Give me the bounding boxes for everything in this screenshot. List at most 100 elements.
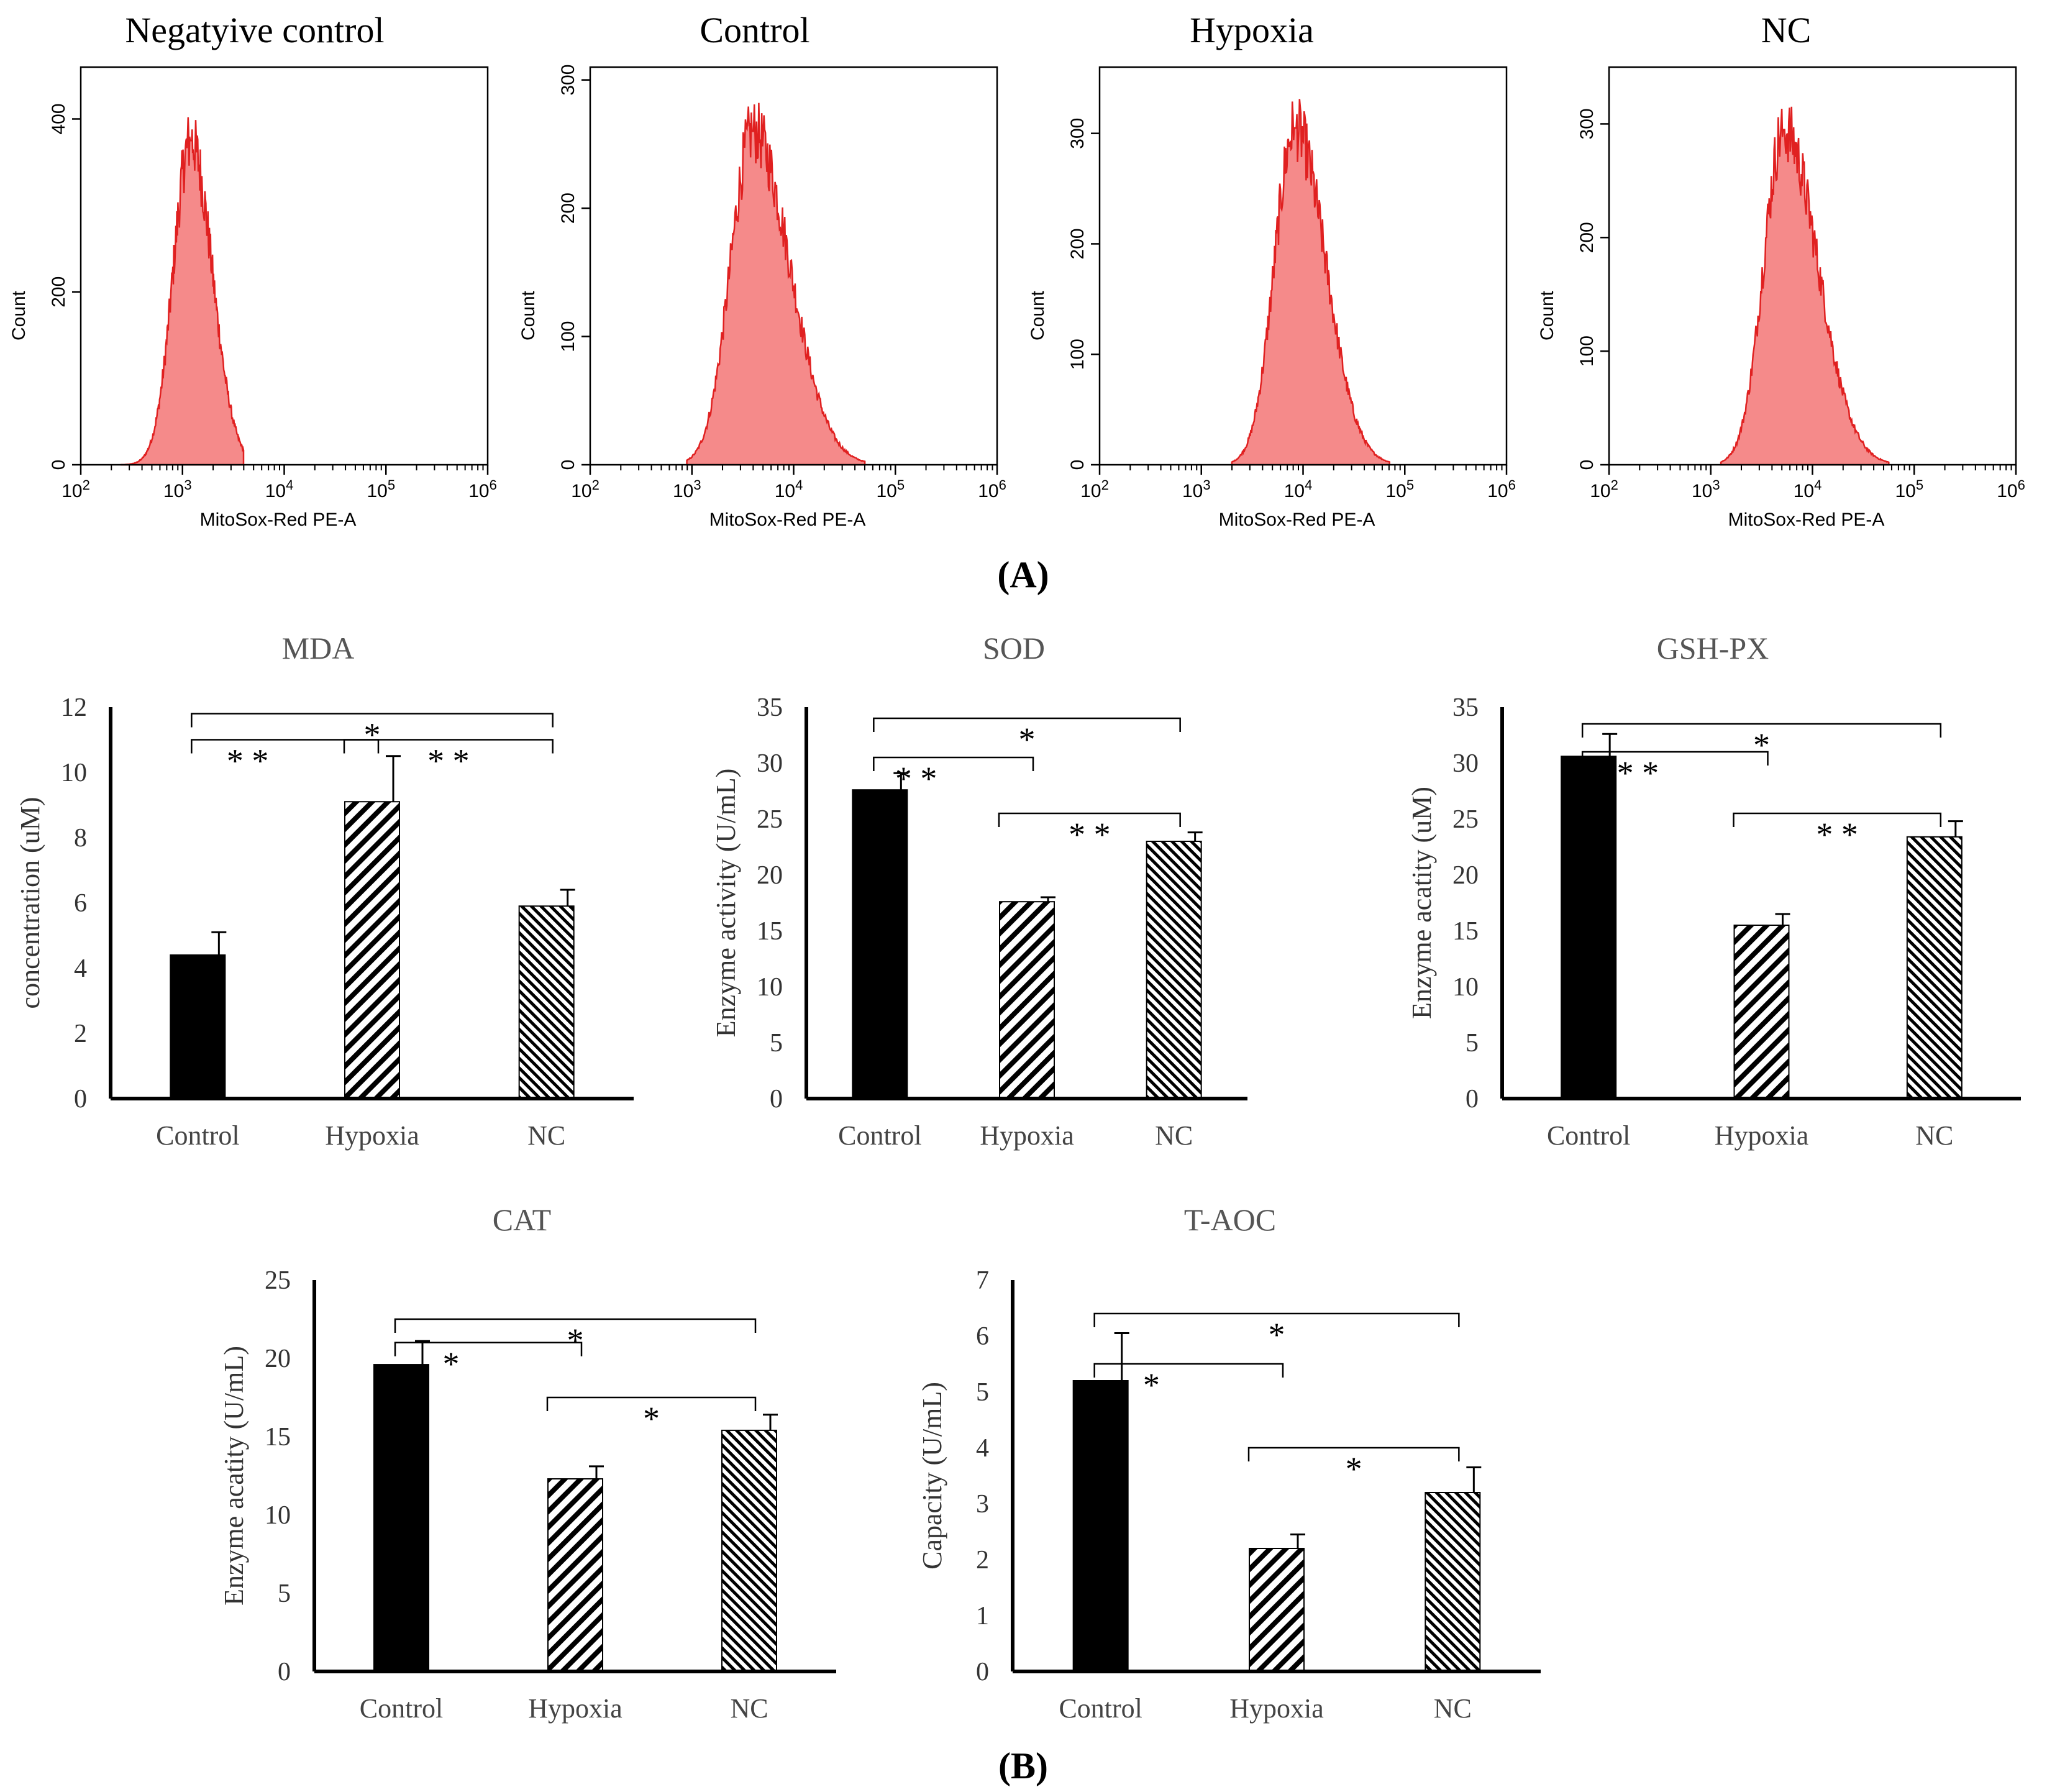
x-tick-label: 102 — [62, 477, 90, 501]
significance-bracket — [1581, 751, 1769, 766]
x-tick-label: 106 — [978, 477, 1006, 501]
histogram-area — [686, 103, 866, 466]
histogram-title: NC — [1761, 10, 1812, 50]
y-tick-label: 200 — [1577, 222, 1597, 253]
bar-hypoxia — [999, 901, 1055, 1099]
x-tick-label: 103 — [673, 477, 701, 501]
significance-label: * — [443, 1345, 460, 1383]
significance-bracket — [1733, 812, 1942, 827]
y-tick-label: 6 — [976, 1322, 989, 1351]
histogram-area — [1720, 106, 1890, 466]
x-tick-label: 103 — [163, 477, 192, 501]
significance-bracket — [191, 739, 380, 754]
histogram-2: Hypoxia 102 103 104 105 106 0 100 200 300 MitoSox-… — [1028, 10, 1516, 530]
x-tick-label: 104 — [265, 477, 294, 501]
x-axis-label: MitoSox-Red PE-A — [1219, 510, 1375, 530]
x-tick-label: 105 — [367, 477, 395, 501]
y-tick-label: 15 — [265, 1423, 291, 1451]
histogram-area — [121, 117, 245, 466]
significance-bracket — [1247, 1447, 1460, 1461]
bar-hypoxia — [344, 801, 400, 1099]
y-tick-label: 12 — [61, 693, 87, 722]
y-tick-label: 0 — [1067, 460, 1088, 470]
y-tick-label: 1 — [976, 1602, 989, 1630]
chart-title: MDA — [282, 631, 355, 665]
significance-label: * — [1269, 1316, 1285, 1353]
x-axis-label: MitoSox-Red PE-A — [709, 510, 866, 530]
bar-control — [852, 789, 908, 1099]
panel-label-a: (A) — [997, 554, 1049, 595]
y-tick-label: 10 — [757, 973, 783, 1002]
x-tick-label: 106 — [1487, 477, 1516, 501]
bar-chart-5: SOD 0 5 10 15 20 25 30 35 Control Hypoxia NC Enzyme … — [711, 631, 1247, 1151]
bar-nc — [518, 905, 575, 1099]
plot-frame — [80, 66, 489, 466]
category-label: Control — [360, 1693, 443, 1724]
chart-title: GSH-PX — [1657, 631, 1769, 665]
category-label: NC — [1915, 1120, 1953, 1151]
y-tick-label: 10 — [265, 1501, 291, 1530]
x-tick-label: 106 — [468, 477, 497, 501]
category-label: NC — [1434, 1693, 1472, 1724]
y-tick-label: 20 — [1452, 861, 1479, 890]
x-tick-label: 102 — [1590, 477, 1618, 501]
x-tick-label: 106 — [1997, 477, 2025, 501]
significance-bracket — [191, 713, 554, 728]
y-tick-label: 20 — [265, 1345, 291, 1373]
y-axis-label: Enzyme acatity (U/mL) — [219, 1346, 249, 1606]
y-tick-label: 0 — [976, 1658, 989, 1686]
y-tick-label: 20 — [757, 861, 783, 890]
y-tick-label: 100 — [558, 321, 578, 352]
y-tick-label: 4 — [74, 954, 87, 983]
y-tick-label: 6 — [74, 889, 87, 918]
histogram-title: Hypoxia — [1190, 10, 1314, 50]
y-tick-label: 15 — [757, 917, 783, 946]
bar-nc — [1146, 841, 1202, 1099]
significance-label: * — [567, 1322, 584, 1359]
bar-chart-7: CAT 0 5 10 15 20 25 Control Hypoxia NC Enzyme acat… — [219, 1202, 836, 1724]
x-tick-label: 104 — [775, 477, 803, 501]
y-tick-label: 2 — [74, 1020, 87, 1048]
y-tick-label: 30 — [757, 749, 783, 778]
y-tick-label: 10 — [61, 759, 87, 787]
bar-hypoxia — [547, 1478, 603, 1673]
y-tick-label: 25 — [1452, 805, 1479, 834]
significance-bracket — [873, 717, 1181, 732]
y-tick-label: 0 — [48, 460, 69, 470]
bar-control — [170, 954, 226, 1099]
y-tick-label: 200 — [558, 193, 578, 224]
category-label: Hypoxia — [1229, 1693, 1324, 1724]
x-axis-label: MitoSox-Red PE-A — [200, 510, 357, 530]
y-tick-label: 0 — [1577, 460, 1597, 470]
y-tick-label: 35 — [1452, 693, 1479, 722]
y-tick-label: 15 — [1452, 917, 1479, 946]
histogram-area — [1231, 99, 1390, 466]
bar-hypoxia — [1249, 1548, 1305, 1672]
significance-label: * * — [1816, 816, 1858, 853]
significance-bracket — [1093, 1363, 1284, 1378]
bar-control — [373, 1364, 429, 1673]
y-tick-label: 3 — [976, 1490, 989, 1519]
y-axis-label: Enzyme activity (U/mL) — [711, 769, 741, 1038]
y-tick-label: 5 — [976, 1378, 989, 1407]
x-tick-label: 105 — [1385, 477, 1414, 501]
x-tick-label: 102 — [571, 477, 600, 501]
y-tick-label: 100 — [1067, 339, 1088, 370]
significance-bracket — [546, 1396, 757, 1411]
significance-label: * * — [895, 760, 937, 797]
y-tick-label: 7 — [976, 1266, 989, 1295]
bar-hypoxia — [1733, 925, 1790, 1099]
y-tick-label: 5 — [278, 1579, 291, 1608]
category-label: Control — [838, 1120, 921, 1151]
category-label: NC — [1155, 1120, 1193, 1151]
y-tick-label: 5 — [1466, 1029, 1479, 1058]
y-tick-label: 300 — [1577, 108, 1597, 139]
significance-bracket — [394, 1318, 757, 1333]
category-label: Hypoxia — [1715, 1120, 1809, 1151]
histogram-3: NC 102 103 104 105 106 0 100 200 300 MitoSox-Red P… — [1537, 10, 2025, 530]
y-tick-label: 300 — [558, 65, 578, 96]
significance-label: * — [1346, 1450, 1362, 1488]
histogram-title: Negatyive control — [125, 10, 384, 50]
significance-bracket — [1581, 723, 1942, 738]
category-label: Hypoxia — [528, 1693, 622, 1724]
